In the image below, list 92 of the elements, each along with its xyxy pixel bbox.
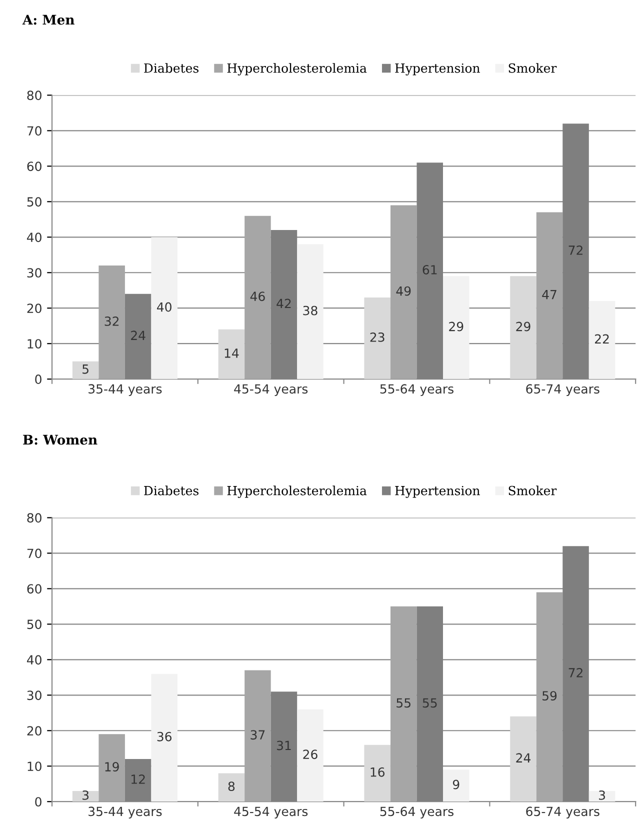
data-label: 19 (105, 762, 119, 772)
data-label: 8 (228, 782, 235, 792)
data-label: 5 (82, 364, 88, 374)
bar (536, 212, 563, 380)
bar (443, 770, 470, 802)
y-tick-label: 0 (35, 797, 42, 807)
legend-label: Diabetes (144, 63, 198, 73)
data-label: 59 (542, 691, 557, 701)
bar (390, 606, 417, 802)
y-tick-label: 30 (27, 690, 42, 700)
bar (218, 773, 245, 802)
data-label: 9 (452, 780, 460, 790)
y-tick-label: 50 (27, 197, 42, 207)
data-label: 14 (224, 348, 239, 358)
data-label: 42 (276, 298, 291, 308)
data-label: 49 (396, 286, 411, 296)
bar (151, 674, 178, 802)
data-label: 40 (157, 302, 172, 312)
bar (297, 244, 324, 380)
legend-label: Diabetes (144, 486, 198, 496)
bar (244, 216, 271, 380)
bar (218, 329, 245, 380)
data-label: 3 (82, 790, 89, 800)
bar (536, 592, 563, 802)
y-tick-label: 40 (26, 232, 42, 242)
data-label: 29 (449, 322, 464, 332)
bar (510, 276, 536, 380)
data-label: 24 (131, 330, 146, 340)
y-tick-label: 70 (27, 126, 42, 136)
y-tick-label: 50 (27, 620, 42, 630)
y-tick-label: 60 (27, 584, 42, 594)
y-tick-label: 80 (27, 513, 42, 523)
y-tick-label: 60 (27, 162, 42, 172)
data-label: 31 (276, 740, 291, 750)
data-label: 23 (370, 332, 384, 342)
y-tick-label: 10 (28, 339, 42, 349)
x-tick-label: 65-74 years (526, 806, 600, 819)
bar (244, 670, 271, 802)
x-tick-label: 65-74 years (526, 384, 600, 396)
data-label: 29 (516, 322, 530, 332)
data-label: 26 (303, 750, 318, 760)
chart-title: A: Men (22, 14, 74, 25)
y-tick-label: 70 (27, 548, 42, 558)
y-tick-label: 40 (26, 655, 42, 665)
bar (72, 361, 99, 380)
y-tick-label: 30 (27, 268, 42, 278)
legend-label: Hypercholesterolemia (227, 486, 367, 498)
y-tick-label: 0 (35, 374, 42, 384)
data-label: 46 (250, 292, 265, 302)
chart-title: B: Women (23, 434, 98, 445)
legend-label: Hypertension (395, 486, 480, 498)
data-label: 32 (104, 316, 119, 326)
data-label: 38 (303, 306, 318, 316)
data-label: 61 (422, 265, 437, 274)
data-label: 72 (568, 246, 582, 255)
data-label: 36 (157, 732, 172, 742)
bar (297, 709, 324, 802)
y-tick-label: 80 (27, 90, 42, 100)
bar (390, 205, 417, 380)
legend-label: Smoker (508, 63, 557, 73)
data-label: 47 (542, 290, 556, 300)
data-label: 3 (599, 790, 605, 800)
legend-label: Hypercholesterolemia (227, 63, 367, 76)
legend-label: Smoker (508, 486, 557, 496)
bar (72, 790, 99, 802)
data-label: 55 (422, 698, 437, 708)
bar (588, 301, 616, 380)
data-label: 37 (250, 730, 265, 740)
bar (364, 297, 390, 380)
data-label: 22 (594, 334, 609, 344)
data-label: 55 (396, 698, 410, 708)
data-label: 72 (568, 668, 582, 678)
x-tick-label: 45-54 years (234, 384, 308, 396)
bar (443, 276, 470, 380)
legend-label: Hypertension (395, 63, 480, 76)
x-tick-label: 55-64 years (380, 806, 454, 819)
x-tick-label: 35-44 years (88, 384, 162, 396)
x-tick-label: 35-44 years (88, 806, 162, 819)
data-label: 12 (132, 774, 145, 784)
y-tick-label: 20 (27, 726, 42, 736)
bar (151, 237, 178, 380)
y-tick-label: 20 (27, 304, 42, 314)
x-tick-label: 55-64 years (380, 384, 454, 396)
bar (588, 790, 616, 802)
data-label: 16 (370, 767, 385, 777)
bar (510, 716, 536, 802)
y-tick-label: 10 (28, 762, 42, 772)
data-label: 24 (516, 753, 530, 762)
bar (98, 734, 125, 802)
bar (98, 266, 125, 380)
bar (364, 744, 390, 802)
x-tick-label: 45-54 years (234, 806, 308, 819)
